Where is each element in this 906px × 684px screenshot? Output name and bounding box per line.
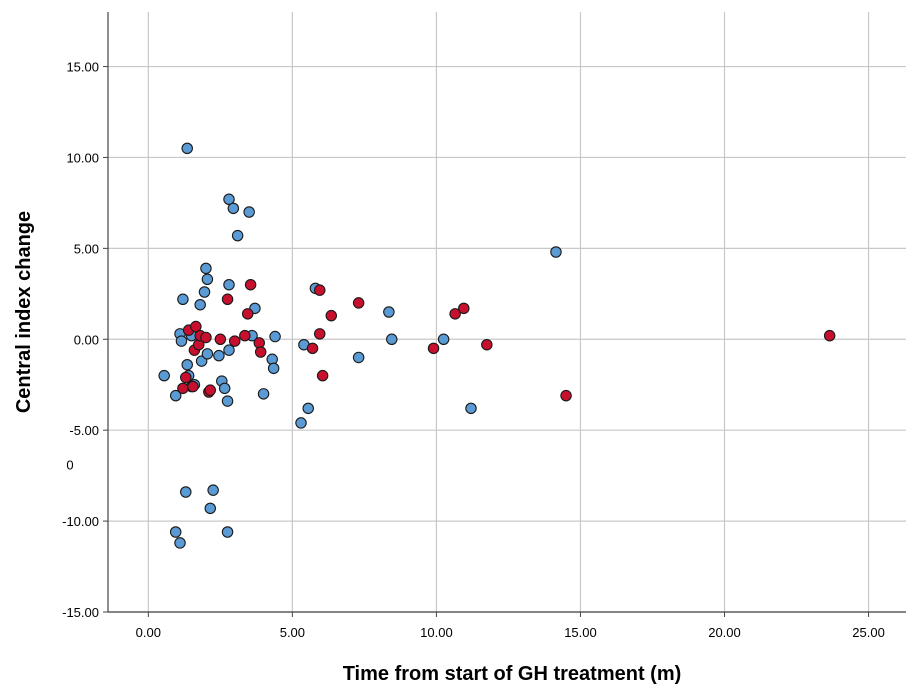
red-data-point — [313, 328, 326, 340]
y-tick-label: 0.00 — [74, 332, 99, 347]
blue-data-point — [221, 395, 234, 407]
y-axis-title: Central index change — [13, 211, 35, 413]
red-data-point — [325, 309, 338, 322]
blue-data-point — [269, 330, 281, 343]
blue-data-point — [204, 502, 217, 515]
blue-data-point — [177, 293, 189, 306]
red-data-point — [229, 335, 241, 347]
blue-data-point — [169, 389, 182, 402]
x-tick-label: 10.00 — [420, 625, 453, 640]
blue-data-point — [207, 484, 219, 496]
red-data-point — [187, 380, 199, 393]
blue-data-point — [221, 526, 234, 538]
red-data-point — [190, 320, 202, 333]
x-tick-label: 15.00 — [564, 625, 597, 640]
red-data-point — [823, 329, 836, 342]
blue-data-point — [386, 333, 398, 346]
red-data-point — [316, 369, 329, 382]
red-data-point — [352, 297, 365, 309]
red-data-point — [200, 331, 212, 344]
data-points — [158, 142, 836, 549]
red-data-point — [221, 293, 234, 306]
y-tick-label: -5.00 — [69, 423, 99, 438]
y-tick-label: -15.00 — [62, 605, 99, 620]
y-tick-label: 5.00 — [74, 241, 99, 256]
y-tick-label: 10.00 — [66, 150, 99, 165]
x-tick-label: 25.00 — [852, 625, 885, 640]
x-tick-label: 5.00 — [280, 625, 305, 640]
axes — [103, 12, 906, 617]
blue-data-point — [198, 286, 211, 298]
blue-data-point — [550, 246, 562, 258]
red-data-point — [239, 329, 251, 342]
red-data-point — [214, 333, 227, 346]
red-data-point — [427, 342, 440, 355]
x-tick-labels: 0.00 5.00 10.00 15.00 20.00 25.00 — [136, 625, 885, 640]
blue-data-point — [181, 142, 193, 155]
red-data-point — [177, 382, 189, 395]
blue-data-point — [383, 306, 395, 318]
blue-data-point — [243, 206, 255, 218]
y-tick-label: -10.00 — [62, 514, 99, 529]
red-data-point — [481, 338, 493, 351]
red-data-point — [241, 308, 254, 320]
blue-data-point — [200, 262, 212, 275]
red-data-point — [458, 302, 470, 315]
red-data-point — [254, 346, 267, 358]
blue-data-point — [169, 526, 182, 538]
x-tick-label: 0.00 — [136, 625, 161, 640]
blue-data-point — [213, 349, 225, 362]
blue-data-point — [295, 417, 307, 429]
blue-data-point — [180, 486, 192, 498]
blue-data-point — [352, 351, 365, 364]
blue-data-point — [223, 344, 235, 356]
blue-data-point — [175, 335, 188, 347]
blue-data-point — [201, 348, 214, 360]
x-tick-label: 20.00 — [708, 625, 741, 640]
blue-data-point — [257, 388, 270, 400]
blue-data-point — [194, 298, 206, 311]
blue-data-point — [201, 273, 214, 286]
blue-data-point — [181, 358, 193, 371]
x-axis-title: Time from start of GH treatment (m) — [343, 663, 682, 684]
red-data-point — [306, 342, 319, 355]
red-data-point — [204, 384, 217, 396]
blue-data-point — [267, 362, 280, 375]
red-data-point — [180, 371, 192, 384]
blue-data-point — [231, 229, 244, 242]
red-data-point — [313, 284, 326, 296]
red-data-point — [560, 389, 572, 402]
grid-lines — [108, 12, 906, 613]
blue-data-point — [227, 202, 240, 215]
blue-data-point — [437, 333, 450, 346]
y-tick-label: 15.00 — [66, 60, 99, 75]
red-data-point — [449, 308, 461, 320]
blue-data-point — [302, 402, 314, 415]
blue-data-point — [223, 278, 235, 291]
blue-data-point — [223, 193, 235, 206]
blue-data-point — [465, 402, 477, 415]
blue-data-point — [158, 369, 170, 382]
stray-axis-label: 0 — [66, 458, 73, 473]
blue-data-point — [174, 537, 186, 549]
y-tick-labels: -15.00 -10.00 -5.00 0.00 5.00 10.00 15.00 — [62, 60, 99, 620]
blue-data-point — [218, 382, 231, 395]
red-data-point — [244, 278, 257, 291]
